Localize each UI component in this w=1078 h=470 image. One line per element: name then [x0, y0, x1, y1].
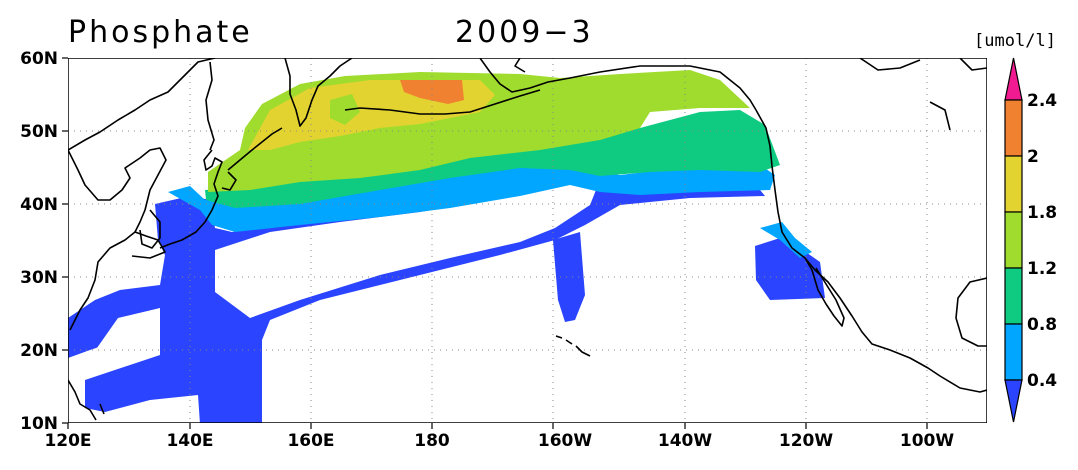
colorbar-tick-label: 2 [1027, 147, 1039, 167]
x-tick-label: 120W [779, 431, 833, 451]
coast-canada [859, 58, 987, 131]
x-tick-label: 160W [538, 431, 592, 451]
coast-kamchatka [284, 58, 353, 127]
coast-philippines [68, 379, 105, 421]
coast-kurils [227, 127, 283, 171]
figure-title-variable: Phosphate [68, 15, 253, 50]
y-tick-label: 40N [20, 195, 58, 215]
field-gap-southwest [92, 308, 160, 355]
colorbar-tick-label: 1.8 [1027, 203, 1057, 223]
colorbar-tick-label: 0.8 [1027, 315, 1057, 335]
field-band-0.4-0.8-east [760, 222, 812, 258]
field-band-lt-0.4-tongue [553, 232, 585, 322]
field-gap-northeast [500, 58, 560, 74]
colorbar-bin [1004, 267, 1023, 325]
colorbar-tick-label: 0.4 [1027, 371, 1057, 391]
colorbar-tick-label: 1.2 [1027, 259, 1057, 279]
figure-title-date: 2009−3 [455, 15, 594, 50]
y-tick-label: 30N [20, 268, 58, 288]
coast-alaska [479, 58, 757, 111]
x-tick-label: 160E [287, 431, 334, 451]
x-tick-label: 180 [414, 431, 450, 451]
y-tick-label: 50N [20, 122, 58, 142]
field-band-0.8-1.2 [205, 110, 780, 208]
axis-ticks [62, 57, 928, 429]
y-axis-labels: 60N 50N 40N 30N 20N 10N [20, 49, 58, 434]
coast-baja [804, 257, 845, 327]
colorbar-bin [1004, 155, 1023, 213]
colorbar-tick-label: 2.4 [1027, 91, 1057, 111]
x-tick-label: 120E [44, 431, 91, 451]
colorbar-units: [umol/l] [974, 31, 1056, 51]
coast-aleutians [344, 89, 541, 115]
coast-hawaii [555, 335, 591, 357]
colorbar-bin [1004, 323, 1023, 381]
coast-korea [139, 209, 161, 249]
y-tick-label: 20N [20, 341, 58, 361]
colorbar-bin [1004, 99, 1023, 157]
coast-sakhalin [205, 61, 215, 151]
field-band-lt-0.4 [68, 180, 765, 423]
map-plot-area [68, 58, 987, 423]
colorbar-bin [1004, 211, 1023, 269]
field-band-0.4-0.8 [168, 164, 775, 232]
colorbar-bottom-triangle [1004, 379, 1023, 423]
coast-japan [159, 149, 237, 249]
y-tick-label: 60N [20, 49, 58, 69]
x-tick-label: 140E [166, 431, 213, 451]
coast-north-america [755, 109, 987, 393]
colorbar: 0.4 0.8 1.2 1.8 2 2.4 [1004, 57, 1057, 423]
colorbar-top-triangle [1004, 57, 1023, 101]
y-tick-label: 10N [20, 414, 58, 434]
graticule [68, 58, 987, 423]
coastlines [68, 58, 987, 421]
phosphate-field [68, 58, 825, 423]
coast-asia [68, 58, 216, 331]
x-tick-label: 100W [900, 431, 954, 451]
x-tick-label: 140W [658, 431, 712, 451]
field-gap-north [215, 180, 600, 318]
x-axis-labels: 120E 140E 160E 180 160W 140W 120W 100W [44, 431, 954, 451]
coast-gulf [955, 277, 987, 347]
field-band-2-2.4 [400, 80, 464, 104]
